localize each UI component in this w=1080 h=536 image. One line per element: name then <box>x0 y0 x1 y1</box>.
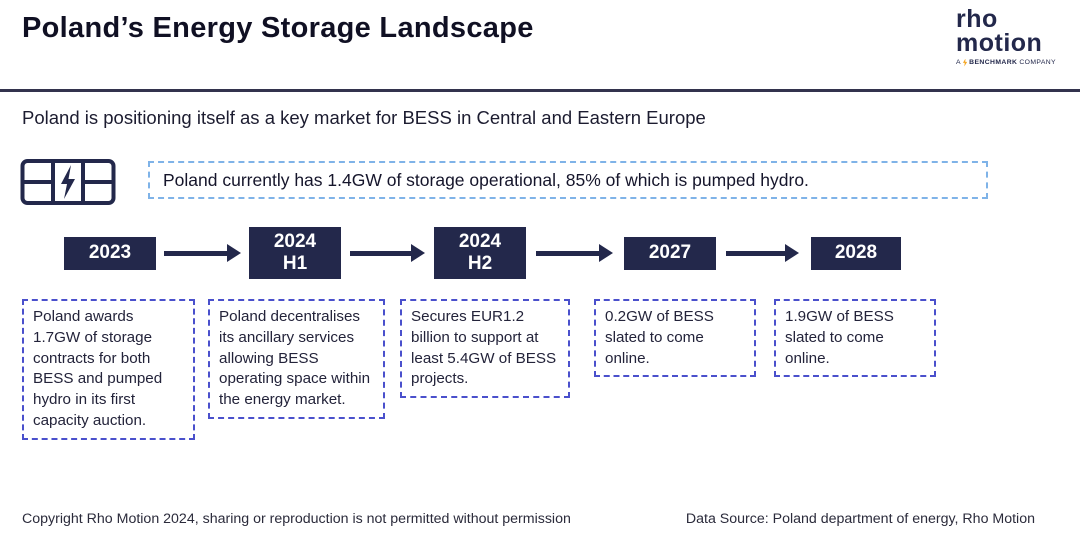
timeline-year: 2027 <box>648 242 692 264</box>
timeline-node-2024-h2: 2024 H2 <box>434 227 526 279</box>
header-divider <box>0 89 1080 92</box>
timeline-year: 2024 <box>273 230 317 252</box>
logo-tagline: A BENCHMARK COMPANY <box>956 58 1056 67</box>
timeline-year: 2028 <box>834 242 878 264</box>
timeline-description-2028: 1.9GW of BESS slated to come online. <box>774 299 936 378</box>
tagline-brand: BENCHMARK <box>969 59 1018 66</box>
timeline-arrow-icon <box>536 244 613 262</box>
timeline-description-2027: 0.2GW of BESS slated to come online. <box>594 299 756 378</box>
timeline-arrow-icon <box>164 244 241 262</box>
benchmark-mark-icon <box>962 58 968 67</box>
logo-text-motion: motion <box>956 28 1043 57</box>
rho-motion-logo: rho motion A BENCHMARK COMPANY <box>956 5 1056 67</box>
callout-text: Poland currently has 1.4GW of storage op… <box>163 169 809 190</box>
timeline-description-2024-h2: Secures EUR1.2 billion to support at lea… <box>400 299 570 399</box>
logo-text-rho: rho <box>956 5 998 33</box>
copyright-text: Copyright Rho Motion 2024, sharing or re… <box>22 511 571 527</box>
timeline-year: 2023 <box>88 242 132 264</box>
timeline-arrow-icon <box>350 244 425 262</box>
page-title: Poland’s Energy Storage Landscape <box>22 12 534 44</box>
timeline-node-2023: 2023 <box>64 237 156 270</box>
timeline-node-2024-h1: 2024 H1 <box>249 227 341 279</box>
callout-box: Poland currently has 1.4GW of storage op… <box>148 161 988 199</box>
tagline-prefix: A <box>956 59 961 66</box>
timeline-description-2023: Poland awards 1.7GW of storage contracts… <box>22 299 195 440</box>
tagline-suffix: COMPANY <box>1019 59 1056 66</box>
battery-storage-icon <box>20 157 116 207</box>
timeline-node-2028: 2028 <box>811 237 901 270</box>
timeline-sub: H1 <box>282 253 308 274</box>
timeline-node-2027: 2027 <box>624 237 716 270</box>
battery-storage-icon-svg <box>20 159 116 205</box>
timeline-arrow-icon <box>726 244 799 262</box>
subtitle: Poland is positioning itself as a key ma… <box>22 107 706 128</box>
data-source-text: Data Source: Poland department of energy… <box>685 511 1035 527</box>
timeline-year: 2024 <box>458 230 502 252</box>
timeline-sub: H2 <box>467 253 493 274</box>
timeline-description-2024-h1: Poland decentralises its ancillary servi… <box>208 299 385 420</box>
